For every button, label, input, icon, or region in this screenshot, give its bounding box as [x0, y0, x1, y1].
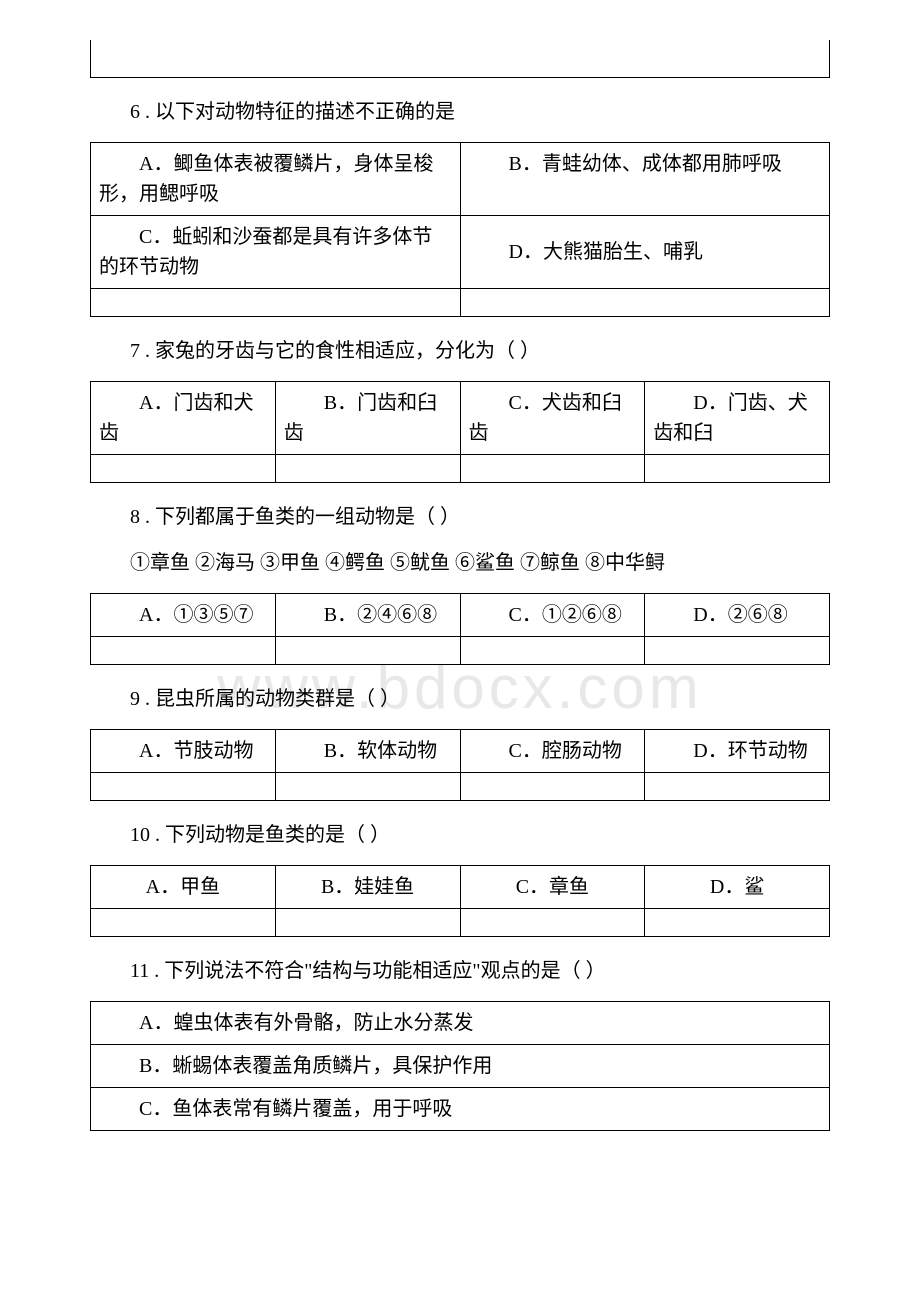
q10-option-c: C．章鱼	[460, 866, 645, 909]
question-10-text: 10 . 下列动物是鱼类的是（ ）	[130, 819, 830, 851]
question-7-text: 7 . 家兔的牙齿与它的食性相适应，分化为（ ）	[130, 335, 830, 367]
q10-option-a: A．甲鱼	[91, 866, 276, 909]
q6-option-c: C．蚯蚓和沙蚕都是具有许多体节的环节动物	[91, 216, 461, 289]
empty-cell	[645, 637, 830, 665]
empty-cell	[460, 773, 645, 801]
q6-option-b: B．青蛙幼体、成体都用肺呼吸	[460, 143, 830, 216]
empty-cell	[91, 909, 276, 937]
empty-cell	[91, 773, 276, 801]
empty-cell	[91, 455, 276, 483]
question-8-text: 8 . 下列都属于鱼类的一组动物是（ ）	[130, 501, 830, 533]
empty-cell	[645, 909, 830, 937]
q9-option-b: B．软体动物	[275, 730, 460, 773]
empty-cell	[460, 455, 645, 483]
empty-cell	[91, 637, 276, 665]
q8-option-a: A．①③⑤⑦	[91, 594, 276, 637]
empty-cell	[460, 637, 645, 665]
question-9-text: 9 . 昆虫所属的动物类群是（ ）	[130, 683, 830, 715]
empty-cell	[460, 909, 645, 937]
q10-option-d: D．鲨	[645, 866, 830, 909]
q8-option-c: C．①②⑥⑧	[460, 594, 645, 637]
q9-option-d: D．环节动物	[645, 730, 830, 773]
question-11-options: A．蝗虫体表有外骨骼，防止水分蒸发 B．蜥蜴体表覆盖角质鳞片，具保护作用 C．鱼…	[90, 1001, 830, 1131]
question-10-options: A．甲鱼 B．娃娃鱼 C．章鱼 D．鲨	[90, 865, 830, 937]
empty-cell	[645, 773, 830, 801]
q11-option-a: A．蝗虫体表有外骨骼，防止水分蒸发	[91, 1002, 830, 1045]
q6-option-d: D．大熊猫胎生、哺乳	[460, 216, 830, 289]
document-content: 6 . 以下对动物特征的描述不正确的是 A．鲫鱼体表被覆鳞片，身体呈梭形，用鳃呼…	[90, 40, 830, 1131]
question-6-options: A．鲫鱼体表被覆鳞片，身体呈梭形，用鳃呼吸 B．青蛙幼体、成体都用肺呼吸 C．蚯…	[90, 142, 830, 317]
empty-cell	[275, 773, 460, 801]
top-box	[90, 40, 830, 78]
q7-option-b: B．门齿和臼齿	[275, 382, 460, 455]
question-8-list: ①章鱼 ②海马 ③甲鱼 ④鳄鱼 ⑤鱿鱼 ⑥鲨鱼 ⑦鲸鱼 ⑧中华鲟	[130, 547, 830, 579]
empty-cell	[275, 637, 460, 665]
q7-option-a: A．门齿和犬齿	[91, 382, 276, 455]
q8-option-b: B．②④⑥⑧	[275, 594, 460, 637]
q10-option-b: B．娃娃鱼	[275, 866, 460, 909]
question-7-options: A．门齿和犬齿 B．门齿和臼齿 C．犬齿和臼齿 D．门齿、犬齿和臼	[90, 381, 830, 483]
q9-option-a: A．节肢动物	[91, 730, 276, 773]
q11-option-b: B．蜥蜴体表覆盖角质鳞片，具保护作用	[91, 1045, 830, 1088]
question-6-text: 6 . 以下对动物特征的描述不正确的是	[130, 96, 830, 128]
q6-option-a: A．鲫鱼体表被覆鳞片，身体呈梭形，用鳃呼吸	[91, 143, 461, 216]
q11-option-c: C．鱼体表常有鳞片覆盖，用于呼吸	[91, 1088, 830, 1131]
q7-option-c: C．犬齿和臼齿	[460, 382, 645, 455]
empty-cell	[275, 455, 460, 483]
empty-cell	[645, 455, 830, 483]
empty-cell	[91, 289, 461, 317]
question-8-options: A．①③⑤⑦ B．②④⑥⑧ C．①②⑥⑧ D．②⑥⑧	[90, 593, 830, 665]
empty-cell	[460, 289, 830, 317]
q8-option-d: D．②⑥⑧	[645, 594, 830, 637]
question-9-options: A．节肢动物 B．软体动物 C．腔肠动物 D．环节动物	[90, 729, 830, 801]
empty-cell	[275, 909, 460, 937]
q7-option-d: D．门齿、犬齿和臼	[645, 382, 830, 455]
q9-option-c: C．腔肠动物	[460, 730, 645, 773]
question-11-text: 11 . 下列说法不符合"结构与功能相适应"观点的是（ ）	[130, 955, 830, 987]
